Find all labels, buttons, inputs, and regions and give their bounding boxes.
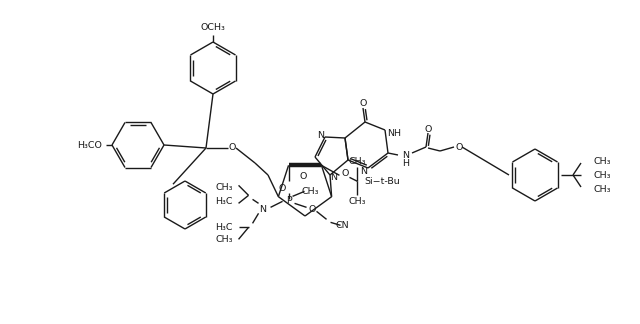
Text: O: O	[309, 205, 316, 214]
Text: O: O	[228, 144, 236, 153]
Text: O: O	[300, 172, 307, 181]
Text: N: N	[360, 167, 367, 176]
Text: CH₃: CH₃	[215, 183, 232, 192]
Text: CH₃: CH₃	[349, 197, 366, 206]
Text: CH₃: CH₃	[215, 235, 232, 244]
Text: O: O	[342, 169, 349, 178]
Text: CH₃: CH₃	[593, 156, 611, 166]
Text: OCH₃: OCH₃	[200, 24, 225, 32]
Text: CH₃: CH₃	[593, 184, 611, 193]
Text: NH: NH	[387, 129, 401, 137]
Text: N: N	[403, 151, 410, 159]
Text: N: N	[317, 132, 324, 141]
Text: N: N	[330, 172, 337, 181]
Text: O: O	[424, 124, 432, 133]
Text: O: O	[279, 184, 286, 193]
Text: CN: CN	[336, 221, 349, 230]
Text: O: O	[455, 143, 463, 152]
Text: O: O	[359, 99, 367, 109]
Text: CH₃: CH₃	[349, 157, 366, 166]
Text: CH₃: CH₃	[302, 187, 319, 196]
Text: H₃C: H₃C	[215, 197, 232, 206]
Text: H₃CO: H₃CO	[77, 141, 102, 149]
Text: H: H	[403, 159, 410, 168]
Text: CH₃: CH₃	[593, 170, 611, 179]
Text: P: P	[285, 196, 291, 205]
Text: N: N	[259, 205, 266, 214]
Text: H₃C: H₃C	[215, 223, 232, 232]
Text: Si−t-Bu: Si−t-Bu	[364, 177, 400, 186]
